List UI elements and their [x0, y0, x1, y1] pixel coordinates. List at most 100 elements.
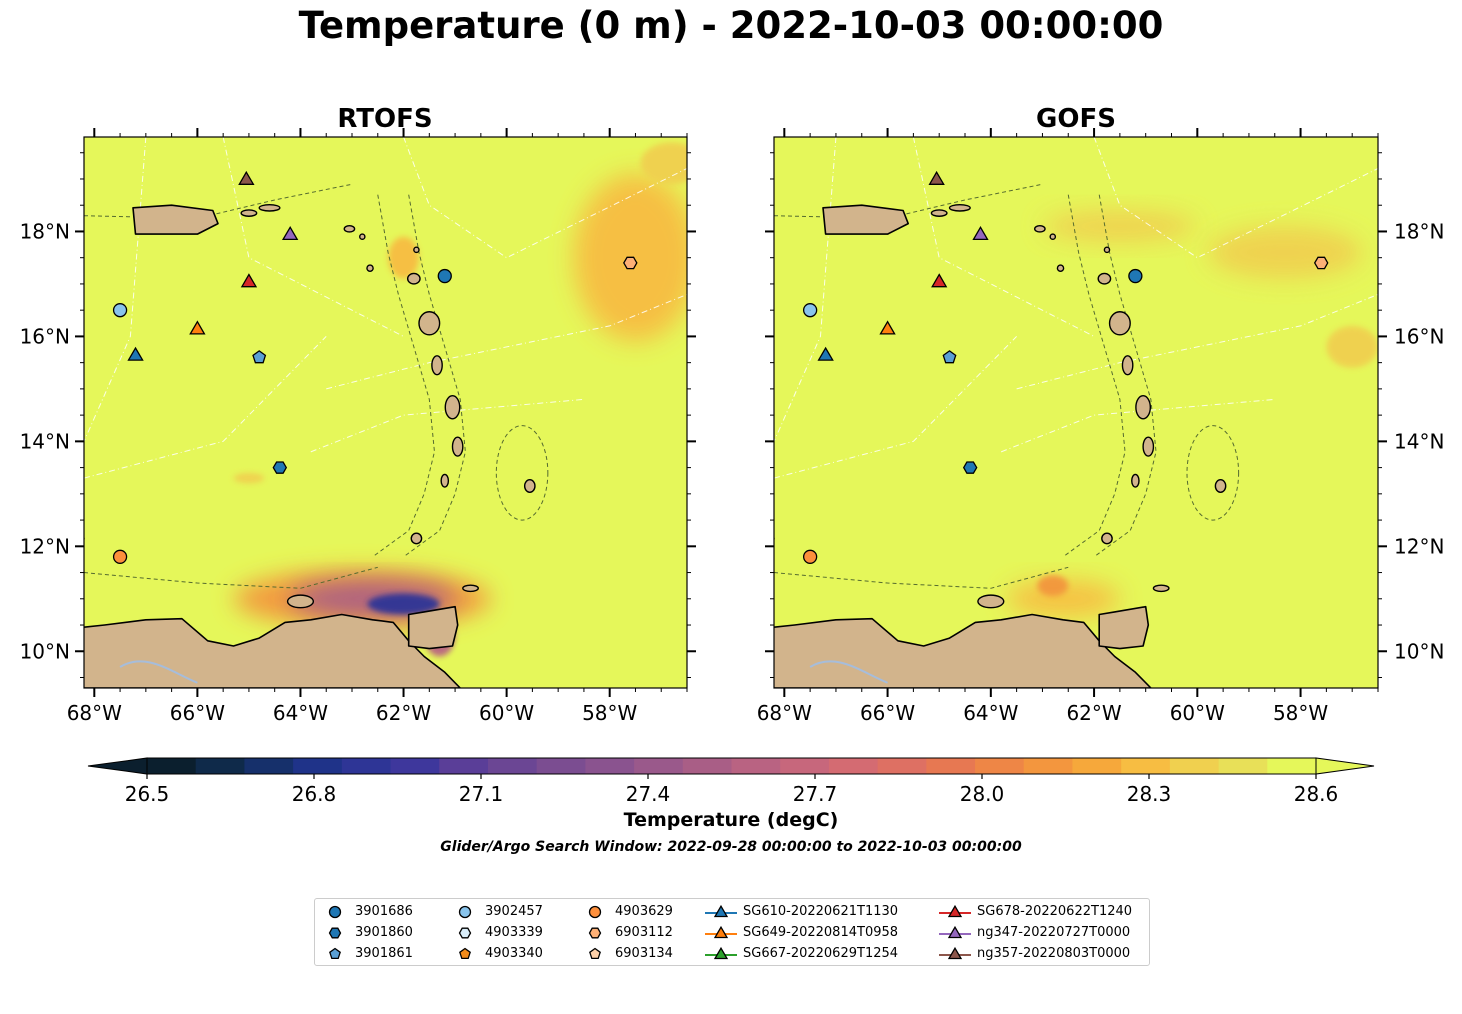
colorbar-segment [780, 758, 830, 774]
colorbar-tick-label: 26.8 [292, 782, 337, 806]
gofs-xtick-label: 58°W [1273, 701, 1328, 725]
legend-marker-icon [328, 905, 342, 919]
legend-marker [947, 925, 963, 939]
colorbar-segment [585, 758, 635, 774]
gofs-eez-line-1 [912, 137, 1095, 337]
colorbar-segment [1072, 758, 1122, 774]
rtofs-xtick-label: 64°W [273, 701, 328, 725]
gofs-xtick-label: 62°W [1066, 701, 1121, 725]
colorbar-extend-low [87, 757, 148, 775]
gofs-contour-arc [1062, 194, 1126, 558]
rtofs-eez-line-4 [403, 137, 687, 259]
rtofs-contour-south [84, 566, 378, 589]
rtofs-xtick-label: 58°W [582, 701, 637, 725]
legend-label: 6903112 [615, 925, 673, 940]
gofs-obs-4903629 [802, 549, 818, 564]
gofs-island-6 [1101, 532, 1113, 545]
legend-label: ng357-20220803T0000 [977, 946, 1131, 961]
legend-marker-icon [588, 927, 602, 939]
legend-label: 3901686 [355, 904, 413, 919]
gofs-obs-SG610-20220621T1130 [817, 346, 834, 361]
rtofs-xtick-label: 60°W [479, 701, 534, 725]
gofs-island-4 [1142, 436, 1155, 457]
rtofs-obs-SG649-20220814T0958 [189, 320, 206, 335]
colorbar-tick-label: 27.1 [459, 782, 504, 806]
rtofs-island-17 [286, 594, 315, 609]
gofs-island-15 [726, 530, 745, 543]
colorbar-segment [195, 758, 246, 774]
gofs-xtick-label: 60°W [1170, 701, 1225, 725]
rtofs-island-12 [366, 264, 374, 273]
colorbar-segment [926, 758, 976, 774]
legend-marker-icon [705, 925, 737, 939]
rtofs-island-9 [258, 203, 281, 212]
gofs-island-10 [1034, 224, 1046, 233]
colorbar-segment [828, 758, 879, 774]
legend-marker [328, 927, 342, 939]
gofs-island-7 [1214, 478, 1227, 493]
colorbar-segment [975, 758, 1025, 774]
legend-label: SG667-20220629T1254 [743, 946, 899, 961]
gofs-obs-3902457 [802, 303, 818, 318]
rtofs-ytick-label: 12°N [20, 534, 70, 558]
colorbar-tick-label: 27.7 [793, 782, 838, 806]
legend-marker-icon [589, 947, 601, 960]
rtofs-contour-arc [372, 194, 435, 558]
colorbar-segment [1023, 758, 1074, 774]
colorbar-segment [244, 758, 294, 774]
rtofs-obs-3901861 [252, 350, 267, 364]
gofs-panel-title: GOFS [1036, 104, 1116, 134]
gofs-panel: GOFS 68°W 66°W 64°W 62°W 60°W 58°W 18°N 16°N 14°… [726, 104, 1445, 725]
legend-label: 3901861 [355, 946, 413, 961]
rtofs-eez-line-2 [326, 293, 687, 390]
rtofs-ytick-label: 14°N [20, 429, 70, 453]
gofs-island-1 [1108, 311, 1131, 336]
rtofs-ytick-label: 16°N [20, 324, 70, 348]
gofs-obs-6903112 [1313, 256, 1329, 270]
colorbar-segment [634, 758, 684, 774]
rtofs-river [119, 660, 198, 684]
rtofs-field-region-6 [367, 593, 440, 615]
gofs-island-0 [1097, 272, 1112, 285]
gofs-temperature-field [1006, 210, 1378, 618]
colorbar-segment [1218, 758, 1268, 774]
gofs-ytick-label: 12°N [1394, 534, 1444, 558]
rtofs-obs-SG678-20220622T1240 [240, 273, 258, 288]
gofs-island-5 [1131, 473, 1140, 488]
legend-marker-icon [329, 947, 341, 960]
rtofs-island-5 [440, 473, 450, 488]
gofs-land-puerto-rico [822, 204, 910, 235]
legend-marker-icon [588, 905, 602, 919]
gofs-field-region-4 [1037, 575, 1069, 597]
gofs-xtick-label: 66°W [860, 701, 915, 725]
gofs-island-9 [948, 203, 971, 212]
legend-label: SG678-20220622T1240 [977, 904, 1133, 919]
legend-label: 3902457 [485, 904, 543, 919]
colorbar-segment [877, 758, 927, 774]
gofs-ytick-label: 10°N [1394, 639, 1444, 663]
legend-label: 6903134 [615, 946, 673, 961]
gofs-contour-barbados [1186, 425, 1240, 521]
gofs-island-12 [1056, 264, 1065, 273]
rtofs-field-region-1 [640, 142, 687, 185]
rtofs-island-7 [523, 478, 536, 493]
legend-marker [329, 947, 341, 960]
gofs-island-11 [1049, 233, 1057, 241]
rtofs-xtick-label: 68°W [67, 701, 122, 725]
legend-label: 4903339 [485, 925, 543, 940]
legend-label: SG610-20220621T1130 [743, 904, 899, 919]
rtofs-land-trinidad [407, 605, 459, 650]
search-window-note: Glider/Argo Search Window: 2022-09-28 00… [440, 839, 1022, 855]
rtofs-obs-ng347-20220727T0000 [281, 226, 299, 241]
rtofs-land-south-america [84, 613, 462, 688]
legend-marker [458, 905, 472, 919]
gofs-ytick-label: 16°N [1394, 324, 1444, 348]
rtofs-island-1 [418, 311, 441, 336]
legend-marker [947, 904, 963, 918]
legend-marker [713, 925, 729, 939]
rtofs-axes: 68°W 66°W 64°W 62°W 60°W 58°W 18°N 16°N 14°N 12°N… [20, 128, 696, 725]
gofs-eez-line-0 [774, 137, 837, 442]
rtofs-ytick-label: 10°N [20, 639, 70, 663]
colorbar-tick-label: 27.4 [626, 782, 671, 806]
